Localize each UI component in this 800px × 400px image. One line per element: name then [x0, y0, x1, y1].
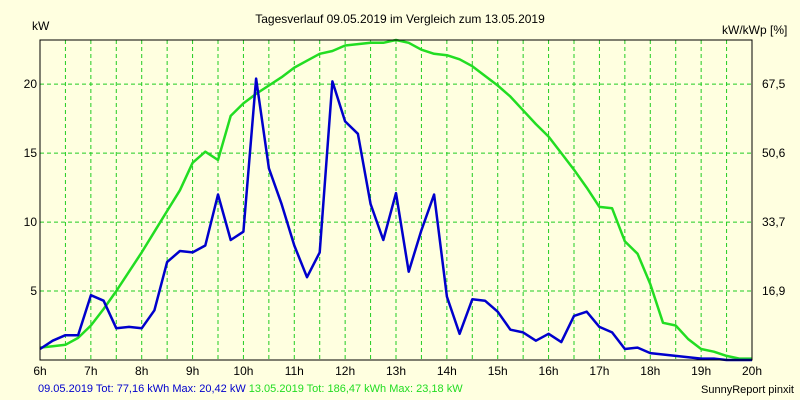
x-tick-label: 11h [285, 364, 304, 378]
y2-tick-label: 50,6 [762, 146, 786, 160]
x-tick-label: 17h [589, 364, 609, 378]
y-tick-label: 20 [24, 77, 38, 91]
credit-text: SunnyReport pinxit [701, 384, 794, 396]
y-tick-label: 5 [30, 284, 37, 298]
plot-frame [39, 39, 753, 361]
y-axis-label: kW [32, 19, 50, 33]
x-tick-label: 7h [84, 364, 97, 378]
x-tick-label: 12h [335, 364, 355, 378]
x-tick-label: 9h [186, 364, 199, 378]
x-tick-label: 10h [233, 364, 253, 378]
y2-tick-label: 33,7 [762, 215, 786, 229]
x-tick-label: 8h [135, 364, 148, 378]
x-tick-label: 18h [640, 364, 660, 378]
y-tick-label: 10 [24, 215, 38, 229]
x-tick-label: 15h [488, 364, 508, 378]
x-tick-labels: 6h 7h 8h 9h 10h 11h 12h 13h 14h 15h 16h 17h 18h 19h 20… [33, 364, 762, 378]
chart-title: Tagesverlauf 09.05.2019 im Vergleich zum… [255, 12, 545, 26]
y2-tick-label: 16,9 [762, 284, 786, 298]
x-tick-label: 20h [742, 364, 762, 378]
x-tick-label: 13h [386, 364, 406, 378]
legend-series-2: 13.05.2019 Tot: 186,47 kWh Max: 23,18 kW [248, 383, 463, 395]
legend-series-1: 09.05.2019 Tot: 77,16 kWh Max: 20,42 kW [38, 383, 246, 395]
x-tick-label: 6h [33, 364, 46, 378]
x-tick-label: 19h [691, 364, 711, 378]
y-tick-label: 15 [24, 146, 38, 160]
legend: 09.05.2019 Tot: 77,16 kWh Max: 20,42 kW … [38, 383, 463, 395]
x-tick-label: 16h [539, 364, 559, 378]
x-tick-label: 14h [437, 364, 457, 378]
y2-tick-labels: 16,9 33,7 50,6 67,5 [762, 77, 786, 298]
y2-tick-label: 67,5 [762, 77, 786, 91]
grid [40, 40, 752, 360]
y2-axis-label: kW/kWp [%] [722, 23, 787, 37]
series-line-1 [39, 77, 752, 362]
y-tick-labels: 5 10 15 20 [24, 77, 38, 298]
